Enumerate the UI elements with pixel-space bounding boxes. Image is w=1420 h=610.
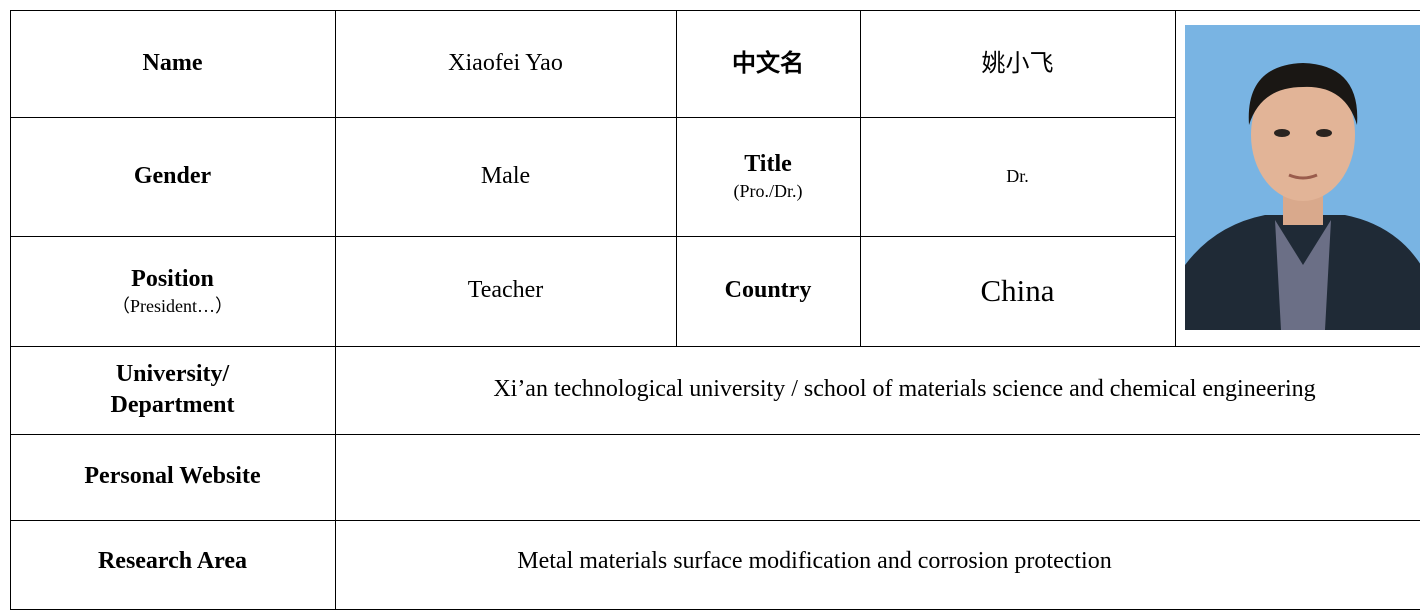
label-cell: Title (Pro./Dr.)	[676, 117, 861, 237]
value-cell	[335, 434, 1420, 521]
label-cell: Personal Website	[10, 434, 336, 521]
label-cell: Position （President…）	[10, 236, 336, 347]
value-cell: Dr.	[860, 117, 1176, 237]
value: Metal materials surface modification and…	[517, 548, 1112, 574]
photo-cell	[1175, 10, 1420, 347]
value-cell: Teacher	[335, 236, 677, 347]
value: Teacher	[467, 277, 544, 304]
value-cell: Metal materials surface modification and…	[335, 520, 1420, 610]
label-cell: Name	[10, 10, 336, 118]
label-cell: Gender	[10, 117, 336, 237]
label: Country	[724, 277, 812, 304]
photo	[1185, 25, 1420, 330]
value-cell: Male	[335, 117, 677, 237]
value-cell: 姚小飞	[860, 10, 1176, 118]
value: Male	[480, 162, 531, 189]
label: Position	[131, 265, 214, 292]
label: Title	[744, 151, 792, 178]
value-cell: Xi’an technological university / school …	[335, 346, 1420, 435]
hint: (Pro./Dr.)	[733, 181, 803, 202]
label: 中文名	[732, 48, 804, 77]
table-frame	[10, 10, 1420, 610]
hint: （President…）	[112, 295, 233, 316]
value: China	[980, 272, 1055, 308]
value: Xiaofei Yao	[448, 49, 563, 76]
label: Gender	[133, 162, 212, 189]
label: Department	[110, 392, 235, 418]
label: Research Area	[97, 548, 248, 574]
label-cell: University/Department	[10, 346, 336, 435]
value-cell: China	[860, 236, 1176, 347]
value: 姚小飞	[981, 48, 1054, 77]
value: Xi’an technological university / school …	[493, 376, 1316, 403]
value: Dr.	[1006, 165, 1029, 186]
label-cell: 中文名	[676, 10, 861, 118]
label-cell: Country	[676, 236, 861, 347]
value-cell: Xiaofei Yao	[335, 10, 677, 118]
label: University/	[115, 360, 230, 387]
label-cell: Research Area	[10, 520, 336, 610]
label: Personal Website	[84, 463, 261, 490]
label: Name	[142, 49, 203, 76]
